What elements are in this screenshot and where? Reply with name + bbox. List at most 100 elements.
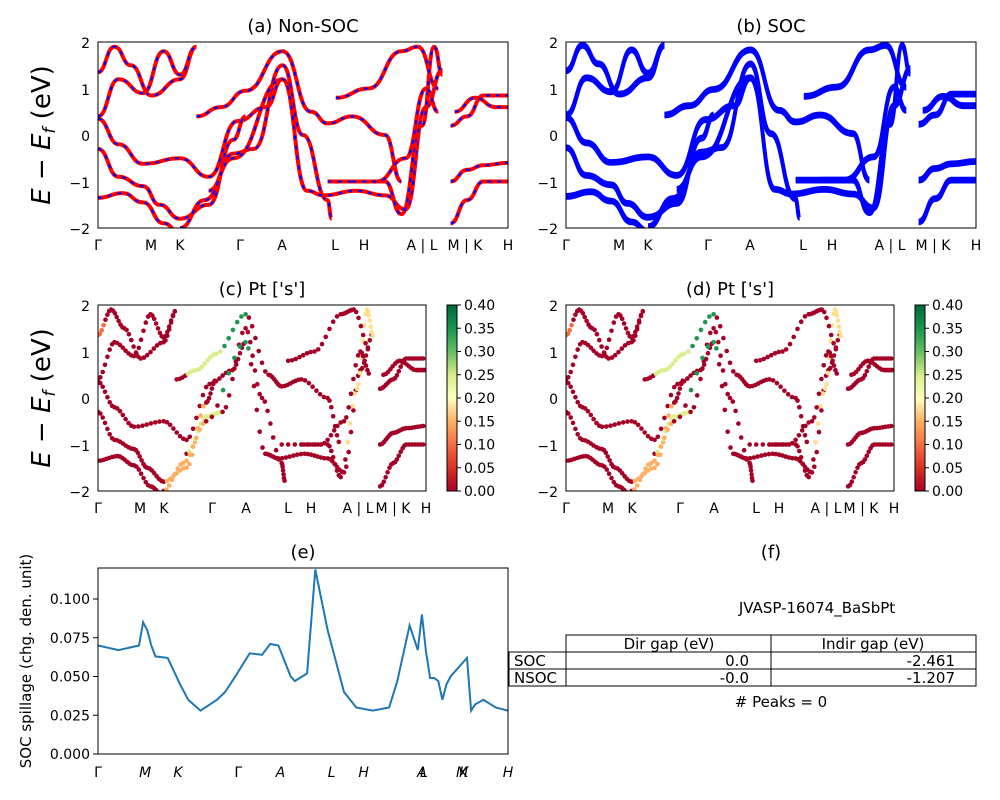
pt-s-d-dot <box>798 455 804 460</box>
xtick: M | K <box>916 238 952 254</box>
pt-s-d-dot <box>795 444 800 449</box>
gap-table <box>508 634 977 687</box>
pt-s-d-dot <box>766 451 772 457</box>
pt-s-d-dot <box>622 343 628 348</box>
pt-s-d-dot <box>603 450 609 456</box>
pt-s-c-dot <box>208 391 213 396</box>
pt-s-c-dot <box>332 461 338 467</box>
ytick: 0.000 <box>50 747 90 763</box>
pt-s-d-dot <box>748 464 753 470</box>
pt-s-d-dot <box>725 429 730 435</box>
pt-s-c-dot <box>239 314 244 319</box>
ytick: 1 <box>549 83 558 99</box>
pt-s-d-dot <box>738 435 744 440</box>
nonsoc-band-10 <box>335 44 440 100</box>
ytick: 0.050 <box>50 670 90 686</box>
pt-s-d-dot <box>604 345 610 351</box>
nonsoc-band-dash-7 <box>179 68 443 228</box>
soc-band-3 <box>566 114 715 221</box>
pt-s-d-dot <box>688 387 694 393</box>
colorbar-d-gradient <box>914 304 926 492</box>
pt-s-d-dot <box>747 442 752 447</box>
xtick: K <box>175 238 185 254</box>
xtick: K <box>459 765 470 781</box>
pt-s-d-dot <box>645 433 651 439</box>
material-id: JVASP-16074_BaSbPt <box>738 599 895 618</box>
pt-s-c-dot <box>330 455 336 460</box>
pt-s-c-dot <box>155 489 161 491</box>
xtick: K <box>643 238 653 254</box>
pt-s-d-dot <box>575 399 580 405</box>
pt-s-d-dot <box>808 469 814 475</box>
pt-s-d-dot <box>633 329 638 335</box>
pt-s-d-dot <box>799 428 805 433</box>
pt-s-c-dot <box>262 399 268 404</box>
pt-s-c-dot <box>245 329 251 335</box>
soc-spillage-line <box>98 569 508 714</box>
pt-s-d-dot <box>623 326 629 331</box>
pt-s-d-dot <box>623 489 629 491</box>
pt-s-c-dot <box>141 355 147 360</box>
pt-s-c-dot <box>148 349 153 355</box>
pt-s-d-dot <box>866 449 871 455</box>
pt-s-d-dot <box>588 412 594 418</box>
colorbar-c-ticks: 0.00 0.05 0.10 0.15 0.20 0.25 0.30 0.35 0.40 <box>457 298 495 500</box>
pt-s-c-dot <box>168 318 174 323</box>
pt-s-d-dot <box>791 334 796 340</box>
pt-s-d-dot <box>612 422 617 427</box>
pt-s-c-dot <box>285 442 291 447</box>
pt-s-d-dot <box>700 355 705 361</box>
pt-s-d-dot <box>789 394 795 400</box>
pt-s-c-dot <box>351 408 356 413</box>
pt-s-c-dot <box>367 318 373 323</box>
pt-s-c-dot <box>353 309 359 315</box>
pt-s-c-dot <box>141 328 146 334</box>
pt-s-c-dot <box>314 388 319 394</box>
pt-s-d-dot <box>698 376 703 382</box>
pt-s-c-dot <box>366 312 372 318</box>
pt-s-d-dot <box>690 343 695 349</box>
xtick: H <box>503 238 514 254</box>
pt-s-c-dot <box>237 350 243 356</box>
pt-s-c-dot <box>205 357 210 363</box>
colorbar-tick-label: 0.30 <box>464 345 495 361</box>
pt-s-d-dot <box>649 460 654 466</box>
pt-s-d-dot <box>814 405 819 410</box>
pt-s-c-dot <box>243 312 248 317</box>
pt-s-c-dot <box>217 376 222 381</box>
pt-s-d-dot <box>755 454 760 459</box>
pt-s-d-dot <box>718 353 723 359</box>
pt-s-c-dot <box>164 420 170 425</box>
pt-s-d-dot <box>665 427 670 432</box>
pt-s-c-dot <box>232 366 237 371</box>
pt-s-d-dot <box>670 361 676 367</box>
pt-s-c-dot <box>304 351 310 356</box>
pt-s-c-dot <box>294 452 300 458</box>
pt-s-d-dot <box>890 367 894 373</box>
pt-s-d-dot <box>570 362 576 368</box>
nonsoc-band-dash-12 <box>450 161 508 183</box>
panel-d-xticks: Γ M K Γ A L H A | L M | K H <box>562 501 899 517</box>
pt-s-c-dot <box>348 391 354 397</box>
pt-s-d-dot <box>828 332 834 338</box>
pt-s-c-dot <box>346 405 352 410</box>
pt-s-c-dot <box>246 346 251 351</box>
pt-s-d-dot <box>820 391 826 396</box>
pt-s-c-dot <box>164 478 170 484</box>
pt-s-d-dot <box>674 395 680 401</box>
pt-s-c-dot <box>398 364 404 370</box>
panel-e-ylabel: SOC spillage (chg. den. unit) <box>17 554 35 769</box>
pt-s-d-dot <box>566 331 571 337</box>
pt-s-d-dot <box>655 452 661 458</box>
pt-s-c-dot <box>98 411 103 416</box>
colorbar-c: 0.00 0.05 0.10 0.15 0.20 0.25 0.30 0.35 0.40 <box>446 298 495 500</box>
pt-s-d-dot <box>795 326 800 332</box>
pt-s-d-dot <box>783 347 789 352</box>
peaks-count: # Peaks = 0 <box>735 693 827 711</box>
pt-s-c-dot <box>166 483 172 488</box>
panel-c-ylabel: E − Ef (eV) <box>27 328 60 468</box>
pt-s-c-dot <box>151 346 157 351</box>
pt-s-d-dot <box>721 335 726 341</box>
pt-s-d-dot <box>632 420 638 425</box>
colorbar-tick-label: 0.25 <box>932 368 963 384</box>
